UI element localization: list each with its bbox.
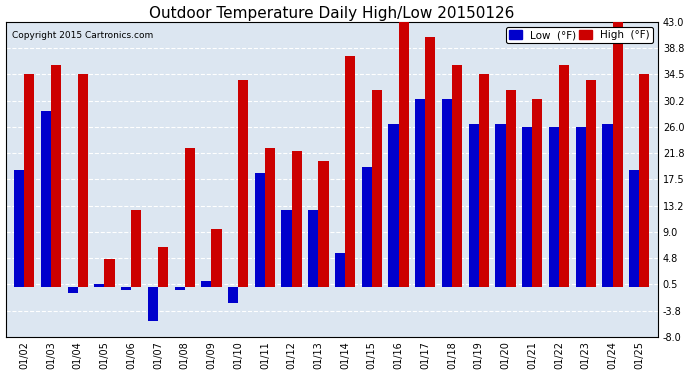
Bar <box>255 173 265 287</box>
Bar <box>362 167 372 287</box>
Title: Outdoor Temperature Daily High/Low 20150126: Outdoor Temperature Daily High/Low 20150… <box>149 6 515 21</box>
Bar <box>282 210 292 287</box>
Bar <box>131 210 141 287</box>
Bar <box>95 284 104 287</box>
Bar <box>479 74 489 287</box>
Bar <box>265 148 275 287</box>
Bar <box>613 22 622 287</box>
Legend: Low  (°F), High  (°F): Low (°F), High (°F) <box>506 27 653 43</box>
Bar <box>372 90 382 287</box>
Bar <box>211 228 221 287</box>
Bar <box>121 287 131 290</box>
Bar <box>415 99 425 287</box>
Bar <box>335 253 345 287</box>
Bar <box>318 160 328 287</box>
Bar <box>148 287 158 321</box>
Bar <box>452 65 462 287</box>
Bar <box>68 287 78 293</box>
Bar <box>522 127 532 287</box>
Bar <box>51 65 61 287</box>
Bar <box>425 37 435 287</box>
Bar <box>158 247 168 287</box>
Bar <box>629 170 639 287</box>
Bar <box>586 80 596 287</box>
Text: Copyright 2015 Cartronics.com: Copyright 2015 Cartronics.com <box>12 31 153 40</box>
Bar <box>559 65 569 287</box>
Bar <box>532 99 542 287</box>
Bar <box>575 127 586 287</box>
Bar <box>469 124 479 287</box>
Bar <box>602 124 613 287</box>
Bar <box>442 99 452 287</box>
Bar <box>639 74 649 287</box>
Bar <box>345 56 355 287</box>
Bar <box>292 152 302 287</box>
Bar <box>78 74 88 287</box>
Bar <box>201 281 211 287</box>
Bar <box>308 210 318 287</box>
Bar <box>399 19 408 287</box>
Bar <box>388 124 399 287</box>
Bar <box>104 260 115 287</box>
Bar <box>185 148 195 287</box>
Bar <box>238 80 248 287</box>
Bar <box>228 287 238 303</box>
Bar <box>41 111 51 287</box>
Bar <box>506 90 515 287</box>
Bar <box>24 74 34 287</box>
Bar <box>175 287 185 290</box>
Bar <box>495 124 506 287</box>
Bar <box>549 127 559 287</box>
Bar <box>14 170 24 287</box>
